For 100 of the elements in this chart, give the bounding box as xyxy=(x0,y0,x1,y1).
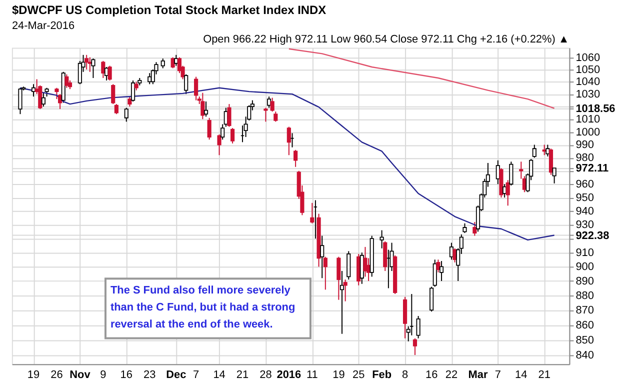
candlestick xyxy=(101,60,106,79)
candlestick xyxy=(31,84,36,98)
y-tick-label: 910 xyxy=(576,247,594,260)
candlestick xyxy=(472,221,477,236)
x-tick-label: 16 xyxy=(425,369,438,379)
y-tick-label: 1030 xyxy=(576,88,600,101)
candlestick xyxy=(266,96,272,108)
candlestick xyxy=(509,161,514,186)
candlestick xyxy=(439,260,444,282)
candlestick xyxy=(194,76,198,101)
line-series xyxy=(288,48,555,109)
candlestick xyxy=(200,92,205,120)
y-tick-label: 870 xyxy=(576,304,594,317)
candlestick xyxy=(286,126,291,156)
y-tick-label: 972.11 xyxy=(576,162,609,175)
candlestick xyxy=(346,250,351,280)
candlestick xyxy=(41,92,46,108)
candlestick xyxy=(204,101,208,118)
x-tick-label: 2016 xyxy=(276,369,302,379)
y-tick-label: 1050 xyxy=(576,64,600,76)
x-tick-label: Dec xyxy=(166,369,186,379)
line-series xyxy=(20,87,555,241)
candlestick xyxy=(270,97,274,112)
candlestick xyxy=(130,80,136,102)
x-tick-label: 7 xyxy=(193,369,200,379)
y-tick-label: 1000 xyxy=(576,126,600,138)
candlestick xyxy=(402,296,408,339)
y-tick-label: 1018.56 xyxy=(576,102,616,115)
candlestick xyxy=(343,279,348,302)
candlestick xyxy=(552,168,556,184)
x-tick-label: 25 xyxy=(352,369,365,379)
candlestick xyxy=(310,202,314,224)
x-tick-label: 19 xyxy=(332,369,345,379)
candlestick xyxy=(91,58,96,79)
candlestick xyxy=(54,87,59,100)
candlestick xyxy=(323,256,328,290)
candlestick xyxy=(274,111,278,122)
candlestick xyxy=(506,180,510,206)
x-tick-label: 16 xyxy=(120,369,132,379)
y-tick-label: 900 xyxy=(576,261,594,274)
x-tick-label: 26 xyxy=(50,369,63,379)
text: Open 966.22 High 972.11 Low 960.54 Close 972.11 Chg +2.16 (+0.22%) ▲ xyxy=(203,34,570,46)
y-tick-label: 980 xyxy=(576,152,594,164)
candlestick xyxy=(128,96,132,108)
y-tick-label: 990 xyxy=(576,139,594,152)
candlestick xyxy=(18,87,22,115)
candlestick xyxy=(174,54,178,66)
candlestick xyxy=(124,107,128,122)
x-tick-label: Mar xyxy=(468,369,488,379)
y-tick-label: 950 xyxy=(576,192,594,204)
y-tick-label: 1060 xyxy=(576,52,600,64)
y-tick-label: 1040 xyxy=(576,76,600,88)
candlestick xyxy=(532,144,536,158)
x-tick-label: 21 xyxy=(236,369,249,379)
y-tick-label: 880 xyxy=(576,290,594,302)
candlestick xyxy=(160,58,165,69)
y-tick-label: 960 xyxy=(576,178,594,191)
y-tick-label: 890 xyxy=(576,275,594,288)
x-tick-label: 9 xyxy=(100,369,106,379)
x-tick-label: 8 xyxy=(402,369,408,379)
candlestick xyxy=(227,104,232,128)
x-tick-label: Feb xyxy=(372,369,392,379)
x-tick-label: 21 xyxy=(538,369,550,379)
candlestick xyxy=(363,246,368,278)
x-tick-label: 14 xyxy=(515,369,528,379)
y-tick-label: 860 xyxy=(576,319,594,332)
candlestick xyxy=(336,256,341,300)
candlestick xyxy=(217,134,222,156)
x-tick-label: 7 xyxy=(494,369,501,379)
candlestick xyxy=(546,144,550,157)
candlestick xyxy=(294,149,298,168)
x-tick-label: 22 xyxy=(445,369,458,379)
x-tick-label: 14 xyxy=(213,369,226,379)
x-tick-label: 19 xyxy=(27,369,40,379)
x-tick-label: Nov xyxy=(70,369,92,379)
candlestick xyxy=(88,56,92,72)
candlestick xyxy=(340,270,344,334)
chart-title: $DWCPF US Completion Total Stock Market Index INDX xyxy=(12,2,326,17)
candlestick xyxy=(430,286,434,312)
y-tick-label: 1010 xyxy=(576,114,600,126)
candlestick xyxy=(383,240,388,272)
y-tick-label: 850 xyxy=(576,334,594,346)
annotation: The S Fund also fell more severely than the C Fund, but it had a strong reversal at the end of the week. xyxy=(110,284,296,330)
y-tick-label: 922.38 xyxy=(576,230,610,242)
candlestick xyxy=(84,54,89,70)
candlestick xyxy=(432,259,437,288)
y-tick-label: 840 xyxy=(576,349,594,362)
y-tick-label: 940 xyxy=(576,206,594,218)
candlestick xyxy=(412,338,418,356)
x-tick-label: 28 xyxy=(260,369,272,379)
candlestick xyxy=(230,128,235,144)
candlestick xyxy=(64,74,69,88)
chart-subtitle: 24-Mar-2016 xyxy=(12,20,75,32)
candlestick xyxy=(184,74,188,95)
candlestick xyxy=(380,230,384,249)
candlestick xyxy=(114,104,118,115)
candlestick xyxy=(264,107,268,122)
candlestick xyxy=(111,84,116,105)
candlestick xyxy=(436,259,440,273)
candlestick xyxy=(108,65,112,81)
